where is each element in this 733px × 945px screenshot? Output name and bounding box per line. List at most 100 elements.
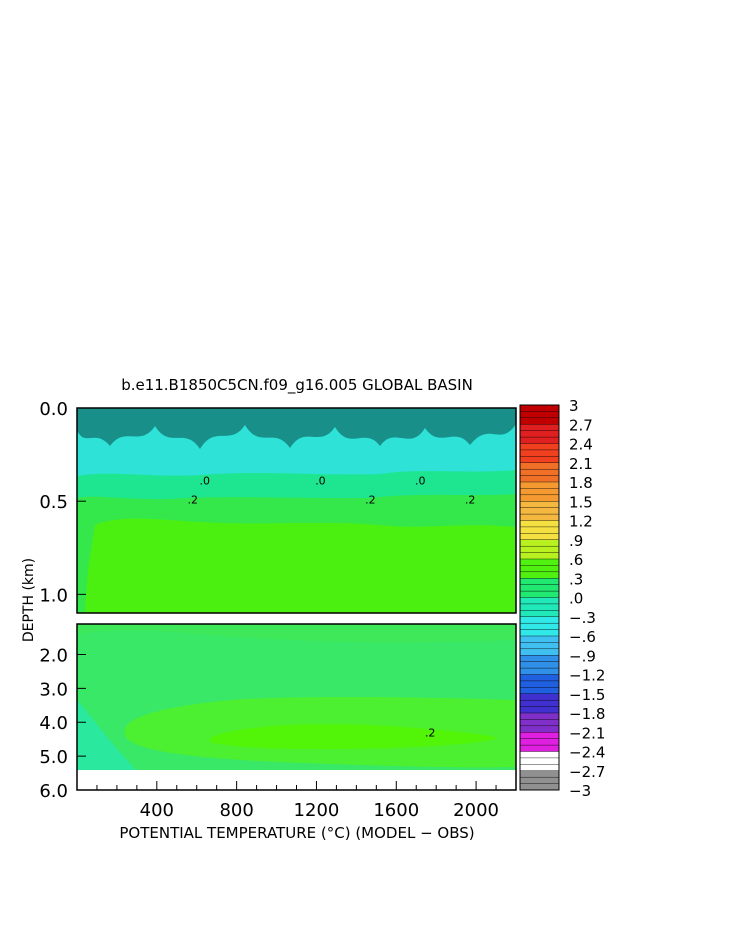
colorbar-swatch	[519, 622, 560, 631]
colorbar-swatch	[519, 539, 560, 547]
colorbar-swatch	[519, 533, 560, 541]
x-tick-label: 800	[219, 800, 253, 821]
colorbar-swatch	[519, 687, 560, 695]
colorbar-swatch	[519, 590, 560, 598]
colorbar-swatch	[519, 545, 560, 554]
colorbar-swatch	[519, 738, 560, 746]
x-tick-label: 1600	[373, 800, 419, 821]
colorbar-label: −.9	[569, 647, 596, 665]
y-tick-label: 6.0	[39, 781, 68, 802]
colorbar-swatch	[519, 744, 560, 752]
colorbar-label: −2.4	[569, 744, 605, 762]
colorbar-label: −.6	[569, 628, 596, 646]
colorbar-swatch	[519, 764, 560, 772]
colorbar-swatch	[519, 725, 560, 733]
x-tick-label: 1200	[294, 800, 340, 821]
colorbar-swatch	[519, 629, 560, 637]
colorbar-label: .6	[569, 551, 583, 569]
contour-label: .2	[465, 493, 476, 506]
lower-panel	[76, 623, 517, 791]
colorbar-swatch	[519, 648, 560, 656]
colorbar-swatch	[519, 757, 560, 765]
colorbar-label: 1.2	[569, 513, 593, 531]
colorbar-label: 1.5	[569, 493, 593, 511]
colorbar-swatch	[519, 674, 560, 682]
colorbar-swatch	[519, 507, 560, 515]
colorbar-swatch	[519, 667, 560, 675]
colorbar-swatch	[519, 680, 560, 688]
contour-label: .2	[365, 493, 376, 506]
x-axis-label: POTENTIAL TEMPERATURE (°C) (MODEL − OBS)	[119, 824, 474, 842]
colorbar-swatch	[519, 436, 560, 445]
colorbar-label: −.3	[569, 609, 596, 627]
colorbar-label: −1.5	[569, 686, 605, 704]
upper-panel	[76, 407, 517, 614]
contour-label: .2	[187, 493, 198, 506]
colorbar-swatch	[519, 430, 560, 438]
colorbar-swatch	[519, 475, 560, 483]
contour-label: .2	[425, 726, 436, 739]
colorbar-swatch	[519, 584, 560, 592]
colorbar-label: .0	[569, 590, 583, 608]
x-tick-label: 2000	[453, 800, 499, 821]
upper-region-noise-band	[77, 408, 516, 449]
colorbar-label: 2.7	[569, 416, 593, 434]
colorbar-swatch	[519, 520, 560, 528]
colorbar-label: −3	[569, 782, 591, 800]
colorbar-swatch	[519, 513, 560, 521]
colorbar-label: 2.1	[569, 455, 593, 473]
upper-panel-frame	[76, 407, 517, 614]
colorbar-label: −2.7	[569, 763, 605, 781]
colorbar-swatch	[519, 603, 560, 611]
colorbar-swatch	[519, 719, 560, 727]
colorbar-swatch	[519, 488, 560, 496]
colorbar-swatch	[519, 661, 560, 669]
contour-labels: .0.0.0.2.2.2.2	[187, 475, 475, 740]
y-tick-label: 1.0	[39, 585, 68, 606]
colorbar-swatch	[519, 776, 560, 785]
colorbar-swatch	[519, 456, 560, 464]
y-tick-label: 5.0	[39, 747, 68, 768]
colorbar-swatch	[519, 693, 560, 701]
colorbar-swatch	[519, 732, 560, 740]
colorbar-swatch	[519, 578, 560, 586]
colorbar-label: −1.8	[569, 705, 605, 723]
colorbar-label: .9	[569, 532, 583, 550]
colorbar-label: 1.8	[569, 474, 593, 492]
y-axis-label: DEPTH (km)	[21, 558, 37, 642]
colorbar-swatch	[519, 616, 560, 624]
colorbar-label: 2.4	[569, 436, 593, 454]
colorbar-swatch	[519, 770, 560, 778]
contour-label: .0	[199, 475, 210, 488]
colorbar-label: 3	[569, 397, 579, 415]
colorbar-swatch	[519, 642, 560, 650]
colorbar-swatch	[519, 404, 560, 412]
colorbar-swatch	[519, 468, 560, 477]
colorbar-swatch	[519, 443, 560, 451]
colorbar-swatch	[519, 699, 560, 708]
colorbar-swatch	[519, 481, 560, 489]
colorbar-swatch	[519, 783, 560, 791]
colorbar-swatch	[519, 571, 560, 579]
colorbar-swatch	[519, 635, 560, 643]
contour-label: .0	[315, 475, 326, 488]
y-tick-label: 3.0	[39, 679, 68, 700]
colorbar-swatch	[519, 424, 560, 432]
colorbar-swatch	[519, 526, 560, 534]
colorbar-swatch	[519, 751, 560, 759]
colorbar-swatch	[519, 462, 560, 470]
contour-label: .0	[415, 475, 426, 488]
y-tick-label: 0.5	[39, 492, 68, 513]
colorbar-swatch	[519, 597, 560, 605]
colorbar-swatch	[519, 655, 560, 663]
colorbar-label: −1.2	[569, 667, 605, 685]
x-tick-label: 400	[140, 800, 174, 821]
colorbar-swatch	[519, 610, 560, 618]
upper-region-green-band	[77, 470, 516, 613]
colorbar-swatch	[519, 494, 560, 502]
colorbar-swatch	[519, 712, 560, 720]
y-tick-label: 2.0	[39, 645, 68, 666]
chart-title: b.e11.B1850C5CN.f09_g16.005 GLOBAL BASIN	[121, 376, 473, 395]
colorbar-swatch	[519, 411, 560, 419]
